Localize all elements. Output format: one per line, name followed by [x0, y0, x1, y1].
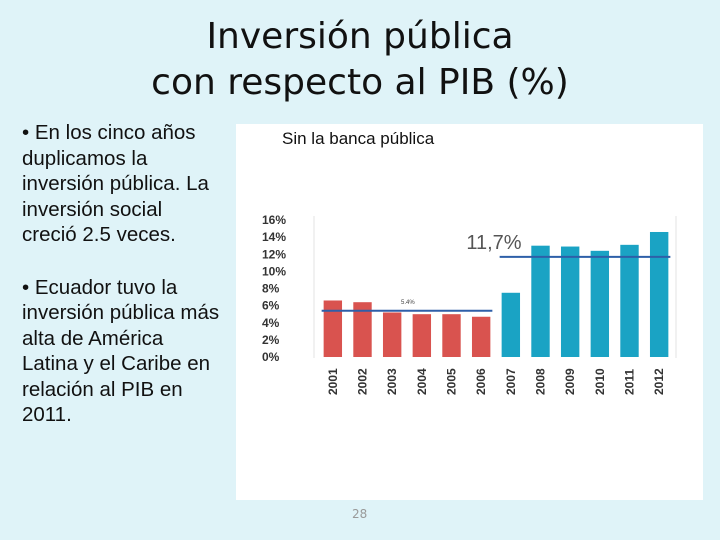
x-tick-label: 2010: [593, 368, 607, 395]
page-number: 28: [352, 507, 368, 521]
x-tick-label: 2003: [385, 368, 399, 395]
x-tick-label: 2008: [534, 368, 548, 395]
bullet-item: • Ecuador tuvo la inversión pública más …: [22, 275, 220, 427]
x-tick-label: 2007: [504, 368, 518, 395]
x-tick-label: 2012: [652, 368, 666, 395]
y-tick-label: 8%: [262, 282, 280, 296]
bar-2008: [531, 245, 550, 357]
bar-2003: [382, 312, 402, 357]
bar-2004: [412, 314, 432, 357]
y-tick-label: 16%: [262, 213, 286, 227]
bar-2006: [471, 316, 491, 357]
bar-2012: [649, 231, 669, 357]
y-tick-label: 4%: [262, 316, 280, 330]
x-tick-label: 2009: [563, 368, 577, 395]
slide-title-line-2: con respecto al PIB (%): [151, 62, 569, 103]
bullet-item: • En los cinco años duplicamos la invers…: [22, 121, 209, 246]
y-tick-label: 10%: [262, 264, 286, 278]
bar-2005: [442, 314, 461, 357]
chart-panel-header: Sin la banca pública: [282, 129, 435, 148]
x-tick-label: 2005: [445, 368, 459, 395]
slide-title: Inversión pública con respecto al PIB (%…: [0, 14, 720, 106]
y-tick-label: 6%: [262, 299, 280, 313]
y-tick-label: 2%: [262, 333, 280, 347]
y-tick-label: 12%: [262, 247, 286, 261]
x-tick-label: 2006: [474, 368, 488, 395]
bar-2010: [590, 250, 610, 357]
bar-2001: [323, 300, 343, 357]
slide-title-line-1: Inversión pública: [206, 16, 514, 57]
x-tick-label: 2004: [415, 368, 429, 395]
average-line-label: 5.4%: [401, 300, 415, 306]
bar-2011: [620, 244, 639, 357]
x-tick-label: 2002: [356, 368, 370, 395]
x-tick-label: 2011: [623, 369, 637, 395]
bar-2002: [353, 302, 372, 357]
x-tick-label: 2001: [326, 368, 340, 395]
bar-2009: [560, 246, 580, 357]
public-investment-bar-chart: 0% 2% 4% 6% 8% 10% 12% 14% 16% 2001 2002 2003 2004 20…: [262, 213, 677, 395]
bullet-list: • En los cinco años duplicamos la invers…: [22, 120, 222, 455]
y-tick-label: 14%: [262, 230, 286, 244]
y-tick-label: 0%: [262, 350, 280, 364]
bar-2007: [501, 292, 521, 357]
average-line-label: 11,7%: [466, 232, 521, 254]
